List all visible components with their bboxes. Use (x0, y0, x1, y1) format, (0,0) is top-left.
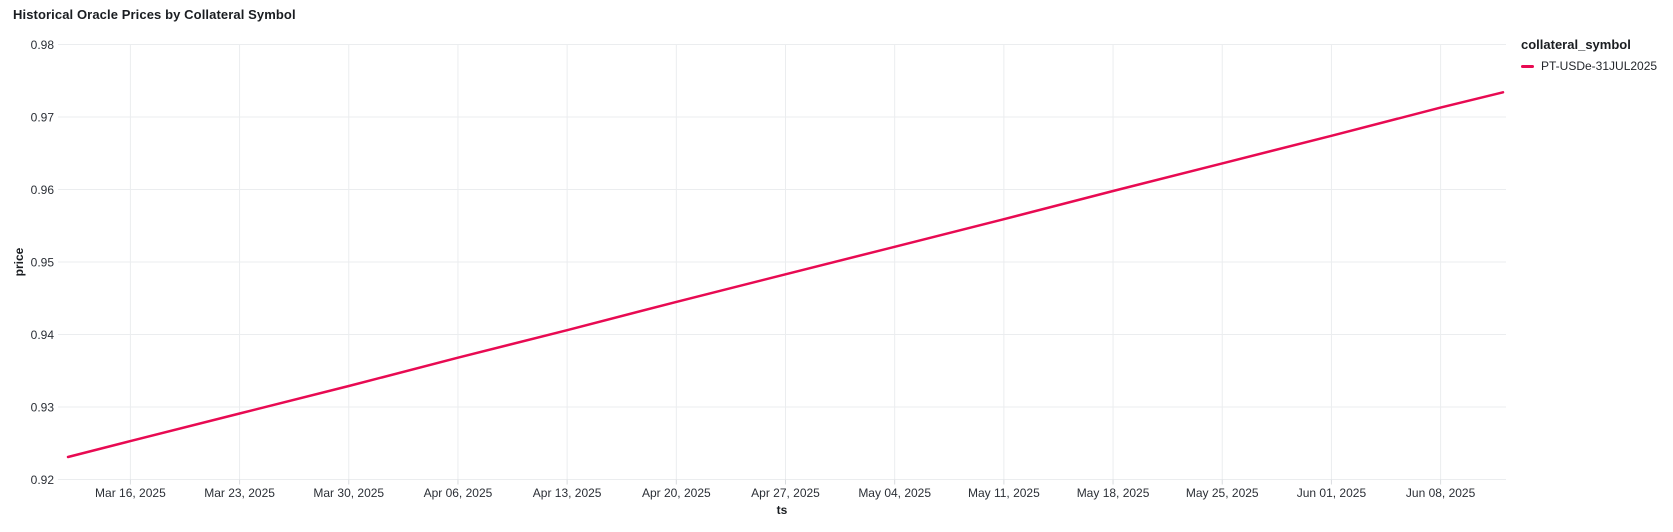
x-tick-label: Jun 08, 2025 (1406, 486, 1476, 500)
legend-line-swatch (1521, 64, 1534, 68)
x-axis-title: ts (776, 503, 788, 517)
y-tick-label: 0.92 (31, 473, 55, 487)
legend-item-label: PT-USDe-31JUL2025 (1541, 59, 1658, 73)
x-tick-label: Jun 01, 2025 (1297, 486, 1367, 500)
price-series-line[interactable] (66, 91, 1505, 459)
x-tick-label: May 18, 2025 (1077, 486, 1150, 500)
chart-title: Historical Oracle Prices by Collateral S… (13, 7, 296, 22)
y-tick-label: 0.93 (31, 401, 55, 415)
x-tick-label: May 04, 2025 (858, 486, 931, 500)
x-tick-label: May 11, 2025 (968, 486, 1040, 500)
x-tick-label: Mar 23, 2025 (204, 486, 275, 500)
x-tick-label: Mar 30, 2025 (313, 486, 384, 500)
x-tick-label: Mar 16, 2025 (95, 486, 166, 500)
legend-title: collateral_symbol (1521, 37, 1631, 52)
y-tick-label: 0.97 (31, 111, 55, 125)
x-tick-label: Apr 20, 2025 (642, 486, 711, 500)
y-tick-label: 0.95 (31, 256, 55, 270)
x-tick-label: Apr 13, 2025 (533, 486, 602, 500)
y-tick-label: 0.94 (31, 328, 55, 342)
y-tick-label: 0.96 (31, 183, 55, 197)
x-tick-label: Apr 27, 2025 (751, 486, 820, 500)
legend: collateral_symbol PT-USDe-31JUL2025 (1521, 37, 1657, 73)
x-tick-label: May 25, 2025 (1186, 486, 1259, 500)
y-tick-label: 0.98 (31, 38, 55, 52)
x-tick-label: Apr 06, 2025 (424, 486, 493, 500)
legend-item[interactable]: PT-USDe-31JUL2025 (1521, 59, 1657, 73)
